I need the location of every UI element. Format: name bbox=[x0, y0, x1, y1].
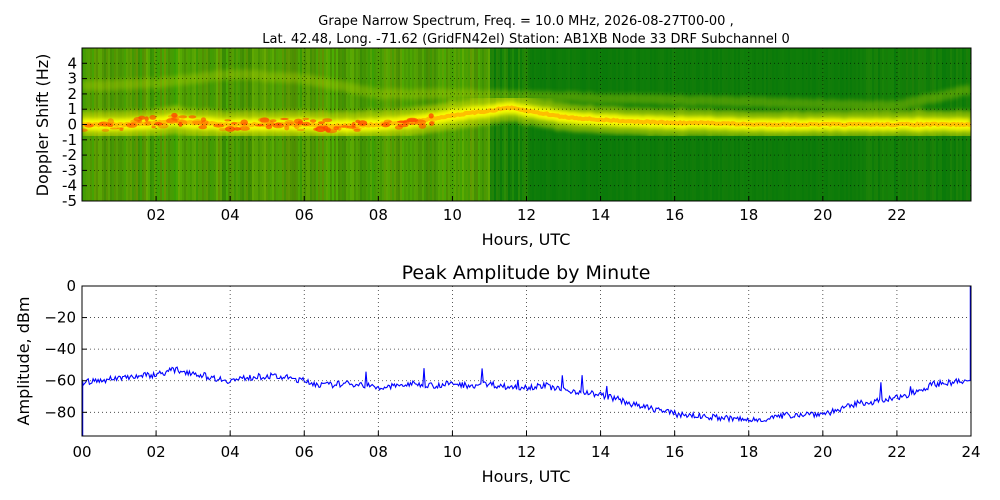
amplitude-x-tick-label: 10 bbox=[443, 443, 462, 461]
carrier-hotspots bbox=[82, 112, 435, 134]
amplitude-x-tick-label: 04 bbox=[221, 443, 240, 461]
amplitude-x-tick-label: 08 bbox=[369, 443, 388, 461]
amplitude-line bbox=[82, 366, 971, 423]
amplitude-y-ticks: 0 −20 −40 −60 −80 bbox=[44, 277, 87, 421]
amplitude-y-tick-label: −80 bbox=[44, 403, 76, 421]
spectrogram-y-tick-label: 1 bbox=[67, 100, 77, 118]
spectrogram-x-tick-label: 18 bbox=[739, 206, 758, 224]
figure-title-line2: Lat. 42.48, Long. -71.62 (GridFN42el) St… bbox=[262, 32, 789, 47]
spectrogram-x-tick-label: 04 bbox=[221, 206, 240, 224]
amplitude-x-tick-label: 00 bbox=[72, 443, 91, 461]
spectrogram-x-tick-label: 12 bbox=[517, 206, 536, 224]
amplitude-x-tick-label: 06 bbox=[295, 443, 314, 461]
spectrogram-x-tick-label: 02 bbox=[147, 206, 166, 224]
amplitude-y-tick-label: −60 bbox=[44, 372, 76, 390]
amplitude-x-tick-label: 22 bbox=[887, 443, 906, 461]
amplitude-plot-area bbox=[82, 286, 971, 436]
spectrogram-x-tick-label: 22 bbox=[887, 206, 906, 224]
amplitude-x-tick-label: 14 bbox=[591, 443, 610, 461]
spectrogram-y-tick-label: -5 bbox=[62, 192, 77, 210]
figure-title-line1: Grape Narrow Spectrum, Freq. = 10.0 MHz,… bbox=[318, 14, 733, 29]
amplitude-y-tick-label: 0 bbox=[66, 277, 76, 295]
spectrogram-y-tick-label: 3 bbox=[67, 70, 77, 88]
spectrogram-x-ticks: 02 04 06 08 10 12 14 16 18 20 22 bbox=[147, 196, 906, 224]
spectrogram-x-tick-label: 16 bbox=[665, 206, 684, 224]
amplitude-x-tick-label: 24 bbox=[961, 443, 980, 461]
amplitude-y-tick-label: −40 bbox=[44, 340, 76, 358]
amplitude-x-label: Hours, UTC bbox=[482, 467, 571, 486]
amplitude-x-tick-label: 12 bbox=[517, 443, 536, 461]
amplitude-y-tick-label: −20 bbox=[44, 309, 76, 327]
amplitude-x-tick-label: 18 bbox=[739, 443, 758, 461]
spectrogram-x-tick-label: 06 bbox=[295, 206, 314, 224]
spectrogram-x-tick-label: 20 bbox=[813, 206, 832, 224]
spectrogram-y-tick-label: -4 bbox=[62, 177, 77, 195]
amplitude-y-label: Amplitude, dBm bbox=[14, 297, 33, 426]
spectrogram-y-tick-label: 4 bbox=[67, 54, 77, 72]
amplitude-x-tick-label: 02 bbox=[147, 443, 166, 461]
amplitude-panel: Peak Amplitude by Minute 00 02 04 06 08 10 12 1… bbox=[14, 262, 981, 486]
amplitude-x-tick-label: 16 bbox=[665, 443, 684, 461]
spectrogram-grid bbox=[82, 48, 971, 202]
spectrogram-y-tick-label: -2 bbox=[62, 146, 77, 164]
amplitude-x-tick-label: 20 bbox=[813, 443, 832, 461]
spectrogram-x-tick-label: 14 bbox=[591, 206, 610, 224]
spectrogram-y-tick-label: 0 bbox=[67, 116, 77, 134]
spectrogram-x-tick-label: 10 bbox=[443, 206, 462, 224]
spectrogram-x-label: Hours, UTC bbox=[482, 230, 571, 249]
spectrogram-y-tick-label: -1 bbox=[62, 131, 77, 149]
spectrogram-y-tick-label: 2 bbox=[67, 85, 77, 103]
spectrogram-y-label: Doppler Shift (Hz) bbox=[33, 54, 52, 197]
spectrogram-y-tick-label: -3 bbox=[62, 161, 77, 179]
amplitude-title: Peak Amplitude by Minute bbox=[402, 262, 651, 284]
spectrogram-x-tick-label: 08 bbox=[369, 206, 388, 224]
amplitude-x-ticks: 00 02 04 06 08 10 12 14 16 18 20 22 24 bbox=[72, 431, 981, 461]
